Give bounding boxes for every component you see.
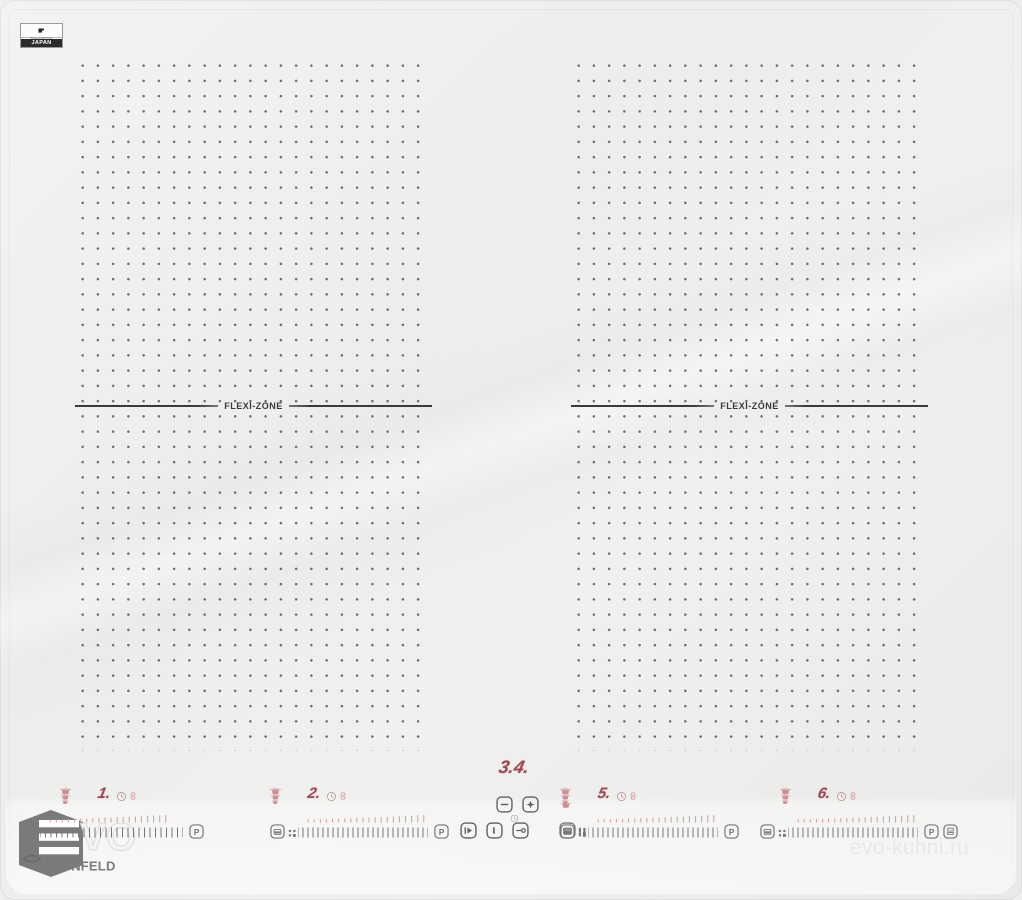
svg-text:MAUNFELD: MAUNFELD <box>41 859 116 874</box>
